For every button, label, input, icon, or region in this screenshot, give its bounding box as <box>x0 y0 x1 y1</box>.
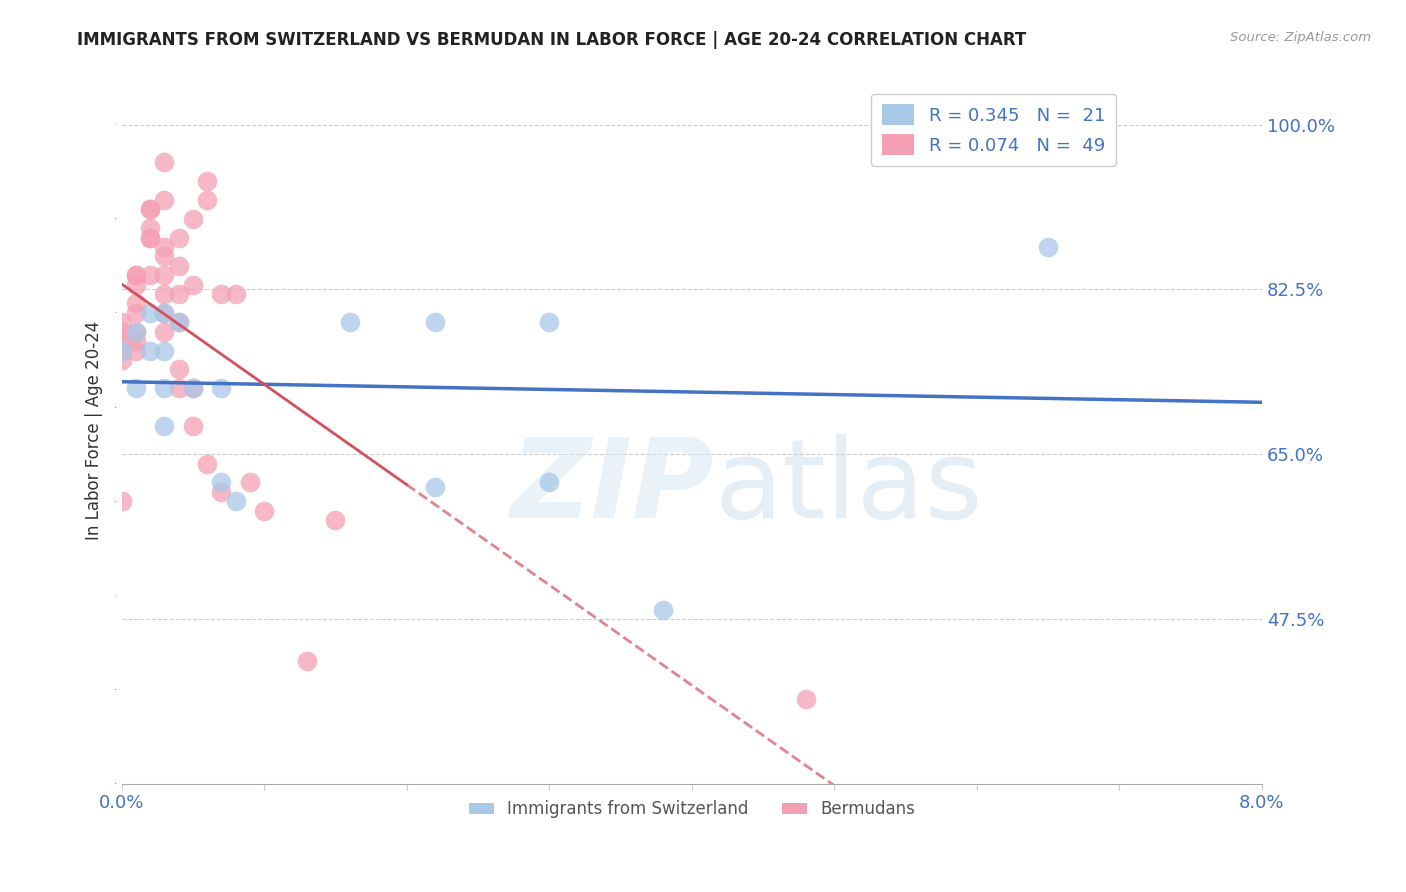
Point <box>125 277 148 292</box>
Point <box>538 315 561 329</box>
Point <box>139 202 162 217</box>
Legend: Immigrants from Switzerland, Bermudans: Immigrants from Switzerland, Bermudans <box>463 794 921 825</box>
Point <box>139 306 162 320</box>
Point <box>125 325 148 339</box>
Point <box>153 325 176 339</box>
Point <box>167 287 190 301</box>
Point <box>110 343 132 358</box>
Point <box>153 343 176 358</box>
Point <box>153 306 176 320</box>
Point <box>110 494 132 508</box>
Point <box>125 381 148 395</box>
Point <box>538 475 561 490</box>
Point <box>153 418 176 433</box>
Point <box>181 418 204 433</box>
Point <box>110 315 132 329</box>
Point <box>209 287 232 301</box>
Point <box>209 381 232 395</box>
Point <box>139 202 162 217</box>
Point <box>167 230 190 244</box>
Point <box>209 475 232 490</box>
Point <box>181 211 204 226</box>
Point <box>153 240 176 254</box>
Point <box>167 315 190 329</box>
Point <box>339 315 361 329</box>
Point <box>195 193 218 207</box>
Point <box>153 381 176 395</box>
Text: ZIP: ZIP <box>510 434 714 541</box>
Point <box>195 457 218 471</box>
Point <box>139 268 162 283</box>
Point <box>153 155 176 169</box>
Point <box>153 306 176 320</box>
Point <box>139 221 162 235</box>
Point <box>167 362 190 376</box>
Point <box>167 259 190 273</box>
Point <box>225 287 247 301</box>
Point <box>167 315 190 329</box>
Point <box>125 268 148 283</box>
Point <box>1036 240 1059 254</box>
Point <box>110 334 132 348</box>
Point <box>125 296 148 310</box>
Point <box>125 306 148 320</box>
Point <box>239 475 262 490</box>
Point <box>794 692 817 706</box>
Point <box>153 287 176 301</box>
Point <box>167 381 190 395</box>
Point <box>110 353 132 368</box>
Point <box>253 503 276 517</box>
Point <box>125 268 148 283</box>
Text: Source: ZipAtlas.com: Source: ZipAtlas.com <box>1230 31 1371 45</box>
Point <box>153 249 176 263</box>
Point <box>110 325 132 339</box>
Point <box>295 654 318 668</box>
Point <box>423 480 446 494</box>
Point <box>125 325 148 339</box>
Point <box>181 381 204 395</box>
Point <box>153 193 176 207</box>
Text: atlas: atlas <box>714 434 983 541</box>
Y-axis label: In Labor Force | Age 20-24: In Labor Force | Age 20-24 <box>86 321 103 541</box>
Point <box>325 513 347 527</box>
Point <box>139 343 162 358</box>
Point <box>181 277 204 292</box>
Point <box>139 230 162 244</box>
Point <box>652 602 675 616</box>
Point <box>181 381 204 395</box>
Point <box>153 268 176 283</box>
Point <box>125 343 148 358</box>
Point <box>209 484 232 499</box>
Point <box>139 230 162 244</box>
Point <box>225 494 247 508</box>
Point <box>110 343 132 358</box>
Point <box>125 334 148 348</box>
Point <box>423 315 446 329</box>
Text: IMMIGRANTS FROM SWITZERLAND VS BERMUDAN IN LABOR FORCE | AGE 20-24 CORRELATION C: IMMIGRANTS FROM SWITZERLAND VS BERMUDAN … <box>77 31 1026 49</box>
Point <box>195 174 218 188</box>
